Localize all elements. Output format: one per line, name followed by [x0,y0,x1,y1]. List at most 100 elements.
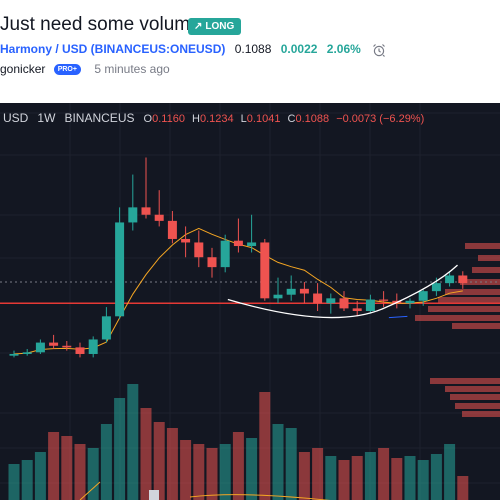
indicator-candle [149,490,159,500]
ohlc-value-low: 0.1041 [246,113,281,125]
volume-bar [74,444,86,500]
ohlc-label-close: C [287,113,296,125]
price-change-percent: 2.06% [326,42,361,56]
candle-body [194,242,204,258]
last-price: 0.1088 [234,42,272,56]
volume-bar [232,432,244,500]
volume-profile-bar [465,243,500,249]
volume-bar [61,436,73,500]
volume-bar [404,456,416,500]
candle-body [313,293,323,304]
candle-body [141,207,151,215]
volume-profile-bar [445,289,500,295]
volume-profile-bar [430,378,500,384]
candle-body [101,316,111,340]
candle-body [339,298,349,309]
volume-bar [153,422,165,500]
candle-body [167,220,177,239]
volume-bar [114,398,126,500]
candle-body [260,242,270,299]
candle-body [128,207,138,223]
volume-bar [180,440,192,500]
ohlc-legend: USD 1W BINANCEUS O0.1160 H0.1234 L0.1041… [3,111,428,125]
volume-profile-bar [445,386,500,392]
candle-body [49,342,59,346]
price-change: 0.0022 [280,42,318,56]
author-line: gonicker PRO+ 5 minutes ago [0,62,170,76]
volume-bar [219,444,231,500]
volume-bar [285,428,297,500]
ohlc-value-close: 0.1088 [295,113,330,125]
candle-body [431,283,441,292]
volume-bar [166,428,178,500]
chart-exchange: BINANCEUS [64,111,135,125]
alarm-clock-icon[interactable] [372,43,386,57]
volume-profile-bar [450,394,500,400]
volume-bar [48,432,60,500]
long-badge: ↗ LONG [188,18,242,35]
volume-bar [21,460,33,500]
candle-body [379,299,389,301]
candle-body [286,288,296,295]
volume-bar [338,460,350,500]
volume-bar [259,392,271,500]
volume-bar [378,448,390,500]
volume-bar [246,438,258,500]
indicator-line [79,481,331,500]
candle-body [62,345,72,348]
published-time: 5 minutes ago [94,62,170,76]
idea-header: Just need some volume ↗ LONG Harmony / US… [0,0,500,103]
pro-badge: PRO+ [53,64,81,76]
ohlc-label-high: H [192,113,200,125]
volume-bar [100,424,112,500]
volume-profile-bar [438,297,500,303]
volume-profile-bar [472,267,500,273]
volume-profile-bar [462,411,500,417]
volume-bar [391,458,403,500]
ohlc-label-low: L [240,113,247,125]
volume-bar [417,460,429,500]
volume-profile-bar [452,323,500,329]
idea-title: Just need some volume [0,14,201,35]
candle-body [326,298,336,304]
ohlc-value-open: 0.1160 [152,113,185,125]
candle-body [35,342,45,353]
volume-profile-bar [478,255,500,261]
volume-bar [8,464,20,500]
chart-canvas[interactable] [0,103,500,500]
candle-body [273,294,283,299]
candle-body [418,291,428,301]
candle-body [352,308,362,311]
candle-body [181,238,191,243]
volume-bar [351,456,363,500]
arrow-up-right-icon: ↗ [194,21,203,32]
candle-body [405,300,415,304]
chart-interval: 1W [37,111,56,125]
candle-body [207,257,217,268]
chart-symbol: USD [3,111,29,125]
volume-bar [272,424,284,500]
candle-body [365,299,375,311]
volume-profile-bar [428,306,500,312]
ohlc-value-high: 0.1234 [199,113,234,125]
volume-bar [312,448,324,500]
chart-area[interactable]: USD 1W BINANCEUS O0.1160 H0.1234 L0.1041… [0,103,500,500]
author-name[interactable]: gonicker [0,62,46,76]
volume-bar [140,408,152,500]
candle-body [22,352,32,354]
volume-bar [364,452,376,500]
volume-bar [457,476,469,500]
candle-body [299,288,309,294]
candle-body [88,339,98,354]
cup-pattern-curve [227,264,458,319]
symbol-link[interactable]: Harmony / USD (BINANCEUS:ONEUSD) [0,42,226,56]
candle-body [458,275,468,284]
trend-line [388,315,408,319]
long-badge-label: LONG [205,21,235,32]
volume-bar [444,444,456,500]
ohlc-change: −0.0073 (−6.29%) [336,113,425,125]
volume-bar [298,452,310,500]
volume-bar [127,384,139,500]
ohlc-label-open: O [143,113,153,125]
volume-bar [34,452,46,500]
